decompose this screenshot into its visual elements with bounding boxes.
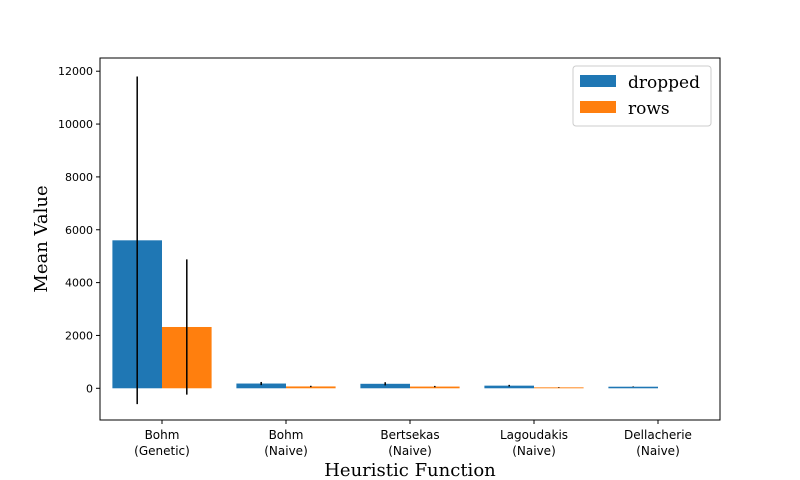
x-tick-label: (Naive) [512,444,556,458]
legend-label-rows: rows [628,99,670,119]
y-tick-label: 8000 [65,171,93,184]
bar-dropped-2 [360,383,410,389]
error-bars-layer [136,76,634,405]
x-axis-label: Heuristic Function [324,460,496,480]
x-tick-label: Lagoudakis [500,428,568,442]
bars-layer [112,240,658,389]
bar-rows-3 [534,387,584,389]
bar-dropped-4 [608,386,658,389]
legend-swatch-dropped [580,75,616,87]
x-tick-label: (Naive) [636,444,680,458]
x-tick-label: Dellacherie [624,428,692,442]
y-tick-label: 6000 [65,224,93,237]
legend: dropped rows [572,65,712,127]
x-tick-label: Bohm [269,428,304,442]
y-axis: 0 2000 4000 6000 8000 10000 12000 [58,65,100,395]
legend-swatch-rows [580,101,616,113]
legend-label-dropped: dropped [628,73,700,93]
x-tick-label: (Naive) [388,444,432,458]
bar-dropped-1 [236,383,286,389]
y-tick-label: 4000 [65,277,93,290]
y-tick-label: 10000 [58,118,93,131]
y-tick-label: 0 [86,382,93,395]
bar-rows-2 [410,386,460,389]
x-tick-label: (Naive) [264,444,308,458]
bar-dropped-3 [484,385,534,389]
x-axis: Bohm (Genetic) Bohm (Naive) Bertsekas (Naive)… [134,420,692,458]
x-tick-label: Bertsekas [380,428,439,442]
x-tick-label: Bohm [145,428,180,442]
y-axis-label: Mean Value [31,185,52,292]
y-tick-label: 2000 [65,329,93,342]
bar-rows-1 [286,386,336,389]
y-tick-label: 12000 [58,65,93,78]
x-tick-label: (Genetic) [134,444,190,458]
